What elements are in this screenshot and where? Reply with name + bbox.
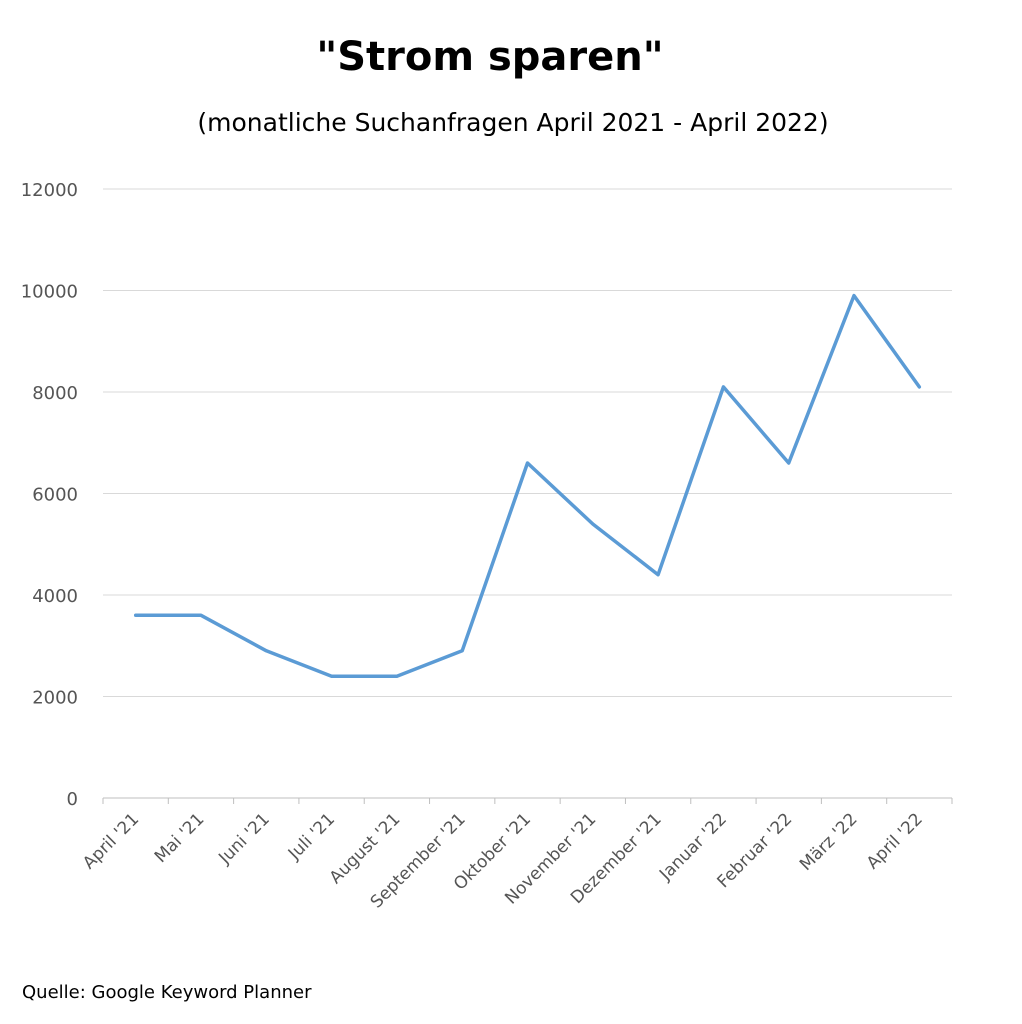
y-tick-label: 0 (67, 789, 78, 810)
y-tick-label: 2000 (32, 688, 78, 709)
grid-lines (103, 188, 952, 697)
x-tick-label: Mai '21 (151, 809, 209, 867)
y-axis-ticks: 0 2000 4000 6000 8000 10000 12000 (21, 180, 78, 810)
data-point (330, 675, 333, 678)
data-point (918, 385, 921, 388)
data-point (787, 462, 790, 465)
y-tick-label: 10000 (21, 282, 78, 303)
data-point (134, 614, 137, 617)
source-note: Quelle: Google Keyword Planner (22, 982, 312, 1003)
series-line (133, 293, 922, 678)
data-point (591, 522, 594, 525)
x-tick-label: April '22 (863, 809, 927, 873)
chart-subtitle: (monatliche Suchanfragen April 2021 - Ap… (197, 108, 829, 137)
series-layer (133, 293, 922, 678)
x-axis (102, 797, 953, 804)
y-tick-label: 6000 (32, 485, 78, 506)
x-tick-label: März '22 (796, 809, 862, 875)
data-point (395, 675, 398, 678)
x-tick-label: Juli '21 (284, 809, 339, 864)
y-tick-label: 8000 (32, 383, 78, 404)
data-point (265, 649, 268, 652)
chart-title: "Strom sparen" (316, 34, 664, 80)
data-point (461, 649, 464, 652)
data-point (657, 573, 660, 576)
y-tick-label: 12000 (21, 180, 78, 201)
data-point (199, 614, 202, 617)
data-point (526, 462, 529, 465)
x-tick-label: April '21 (79, 809, 143, 873)
data-point (722, 385, 725, 388)
data-point (853, 294, 856, 297)
y-tick-label: 4000 (32, 586, 78, 607)
x-tick-label: Juni '21 (214, 809, 273, 868)
